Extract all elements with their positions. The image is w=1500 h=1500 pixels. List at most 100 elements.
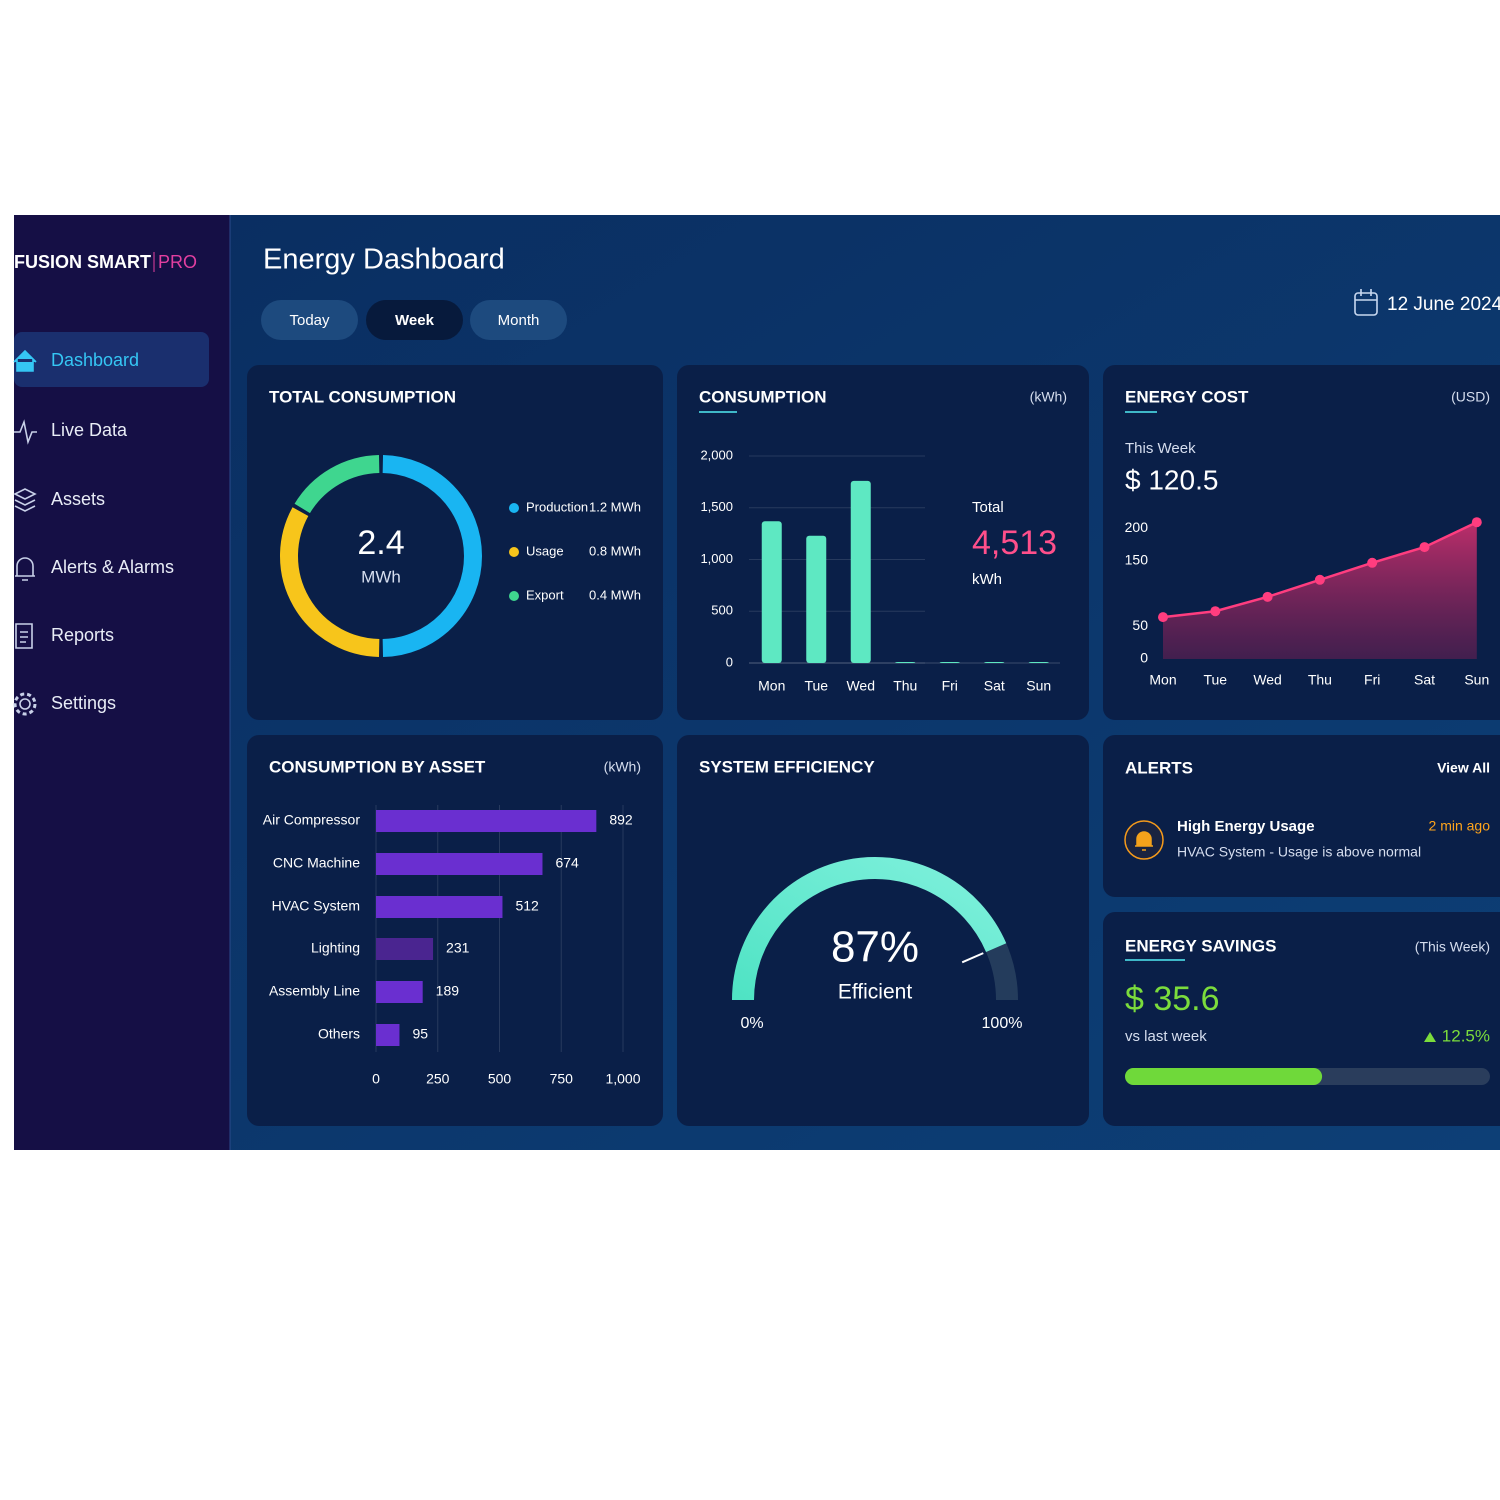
x-tick-label: Mon <box>758 678 785 694</box>
page-title: Energy Dashboard <box>263 244 505 276</box>
tab-label[interactable]: Week <box>395 312 435 329</box>
x-tick-label: 0 <box>372 1071 380 1087</box>
bar <box>376 853 543 875</box>
icon-layers <box>13 488 37 512</box>
y-tick-label: 500 <box>711 603 733 618</box>
tab-label[interactable]: Month <box>498 312 540 329</box>
y-tick-label: CNC Machine <box>273 855 360 871</box>
panel-title: CONSUMPTION BY ASSET <box>269 757 486 776</box>
panel-title: ALERTS <box>1125 758 1193 777</box>
x-tick-label: Tue <box>1203 672 1227 688</box>
bar <box>376 810 597 832</box>
view-all[interactable]: View All <box>1437 760 1490 776</box>
nav-item[interactable]: Reports <box>51 625 114 645</box>
donut-segment <box>382 455 483 657</box>
total-label: Total <box>972 499 1004 516</box>
x-tick-label: Thu <box>1308 672 1332 688</box>
x-tick-label: Fri <box>1364 672 1380 688</box>
x-tick-label: 250 <box>426 1071 450 1087</box>
nav-item[interactable]: Live Data <box>51 420 128 440</box>
nav-active-bg <box>14 332 209 387</box>
nav-item[interactable]: Dashboard <box>51 350 139 370</box>
value-label: 189 <box>436 983 460 999</box>
bar <box>939 661 960 663</box>
gauge-value-label: 87% <box>831 923 919 972</box>
nav-item[interactable]: Alerts & Alarms <box>51 557 174 577</box>
icon-gear-teeth <box>13 692 37 716</box>
panel-unit: (kWh) <box>1030 389 1067 405</box>
point <box>1262 591 1273 602</box>
gauge-tick-label: 0% <box>740 1015 763 1032</box>
bar <box>850 480 871 663</box>
nav-item[interactable]: Settings <box>51 693 116 713</box>
legend-dot <box>509 547 519 557</box>
panel <box>247 365 663 720</box>
legend-label: Production <box>526 499 588 514</box>
y-tick-label: Lighting <box>311 940 360 956</box>
tab[interactable] <box>470 300 567 340</box>
bar <box>376 896 503 918</box>
savings-comparison: vs last week <box>1125 1028 1207 1045</box>
brand: FUSION SMART <box>14 252 151 272</box>
icon-report <box>15 623 33 649</box>
x-tick-label: Wed <box>846 678 875 694</box>
point <box>1314 574 1325 585</box>
bar <box>895 661 916 663</box>
value-label: 892 <box>609 812 633 828</box>
total-value: 4,513 <box>972 524 1057 562</box>
bar <box>806 535 827 663</box>
calendar-icon <box>1354 289 1378 316</box>
donut-segment <box>294 455 380 514</box>
bar <box>1028 661 1049 663</box>
y-tick-label: 150 <box>1125 552 1149 568</box>
x-tick-label: Sat <box>1414 672 1435 688</box>
x-tick-label: Tue <box>804 678 828 694</box>
panel-title: CONSUMPTION <box>699 387 827 406</box>
y-tick-label: 1,000 <box>700 551 733 566</box>
tab-label[interactable]: Today <box>289 312 330 329</box>
y-tick-label: 0 <box>1140 650 1148 666</box>
panel-title: ENERGY SAVINGS <box>1125 936 1276 955</box>
subtitle: This Week <box>1125 440 1196 457</box>
bar <box>376 938 434 960</box>
donut-total: 2.4 <box>357 524 404 562</box>
tab[interactable] <box>366 300 463 340</box>
gauge-needle <box>961 952 984 964</box>
alert-description: HVAC System - Usage is above normal <box>1177 844 1421 860</box>
legend-label: Usage <box>526 543 564 558</box>
y-tick-label: Others <box>318 1026 360 1042</box>
donut-segment <box>280 507 380 657</box>
headline: $ 120.5 <box>1125 464 1218 495</box>
nav-item[interactable]: Assets <box>51 489 105 509</box>
tab[interactable] <box>261 300 358 340</box>
point <box>1419 542 1430 553</box>
gauge-tick-label: 100% <box>982 1015 1023 1032</box>
area <box>1163 522 1477 659</box>
change-arrow <box>1424 1032 1436 1042</box>
date: 12 June 2024 <box>1387 294 1500 315</box>
x-tick-label: Thu <box>893 678 917 694</box>
y-tick-label: Assembly Line <box>269 983 360 999</box>
savings-change: 12.5% <box>1442 1026 1490 1045</box>
donut-unit: MWh <box>361 567 401 586</box>
icon-gear-core <box>19 698 31 710</box>
y-tick-label: 50 <box>1132 617 1148 633</box>
y-tick-label: 0 <box>726 654 733 669</box>
y-tick-label: Air Compressor <box>263 812 361 828</box>
panel-unit: (This Week) <box>1415 939 1490 955</box>
legend-value: 0.4 MWh <box>589 587 641 602</box>
legend-value: 0.8 MWh <box>589 543 641 558</box>
legend-dot <box>509 503 519 513</box>
nav-icons <box>13 349 37 716</box>
point <box>1210 606 1221 617</box>
brand-suffix: PRO <box>158 252 197 272</box>
legend-dot <box>509 591 519 601</box>
alert-title: High Energy Usage <box>1177 818 1315 835</box>
bar <box>376 981 423 1003</box>
icon-pulse <box>14 419 37 445</box>
value-label: 95 <box>412 1026 428 1042</box>
gauge-label: Efficient <box>838 981 912 1004</box>
total-unit: kWh <box>972 571 1002 588</box>
panel <box>677 735 1089 1126</box>
